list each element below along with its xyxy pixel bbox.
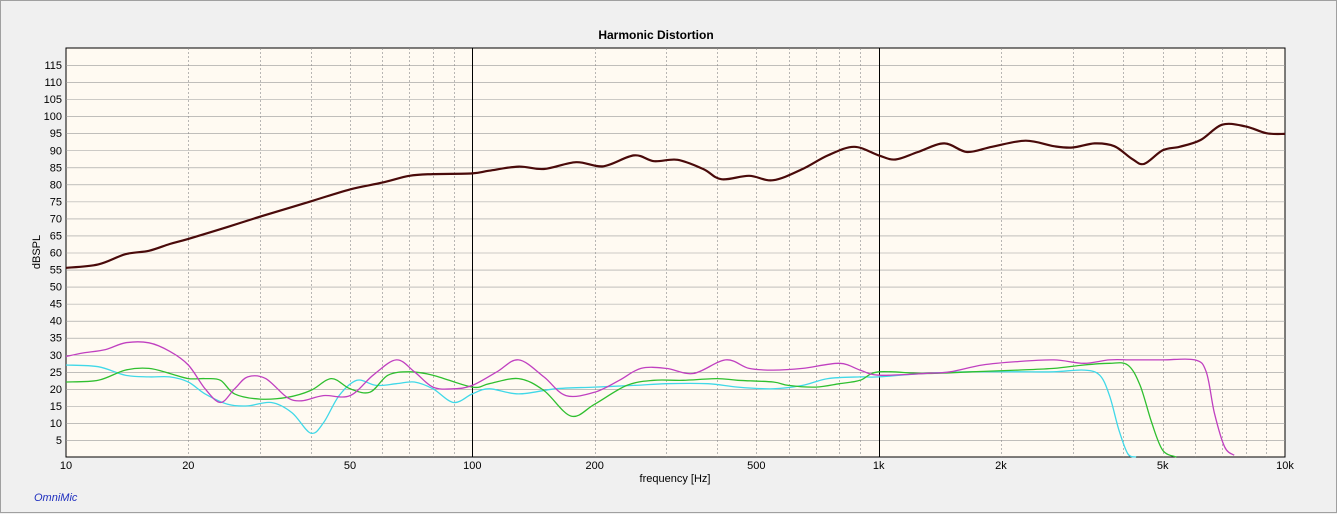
y-tick-labels: 5 10 15 20 25 30 35 40 45 50 55 60 65 70 75 80 85 90 95 100… [44,60,62,447]
omnimic-brand-label: OmniMic [34,492,78,504]
x-tick-label: 2k [995,460,1007,472]
y-tick-label: 90 [50,145,62,157]
series-line-magenta [65,341,1235,456]
plot-area [65,47,1286,458]
x-tick-label: 100 [463,460,481,472]
y-tick-label: 55 [50,265,62,277]
y-tick-label: 75 [50,196,62,208]
y-tick-label: 20 [50,384,62,396]
grid-lines [66,48,1285,457]
y-tick-label: 35 [50,333,62,345]
x-tick-label: 200 [585,460,603,472]
x-tick-label: 10 [60,460,72,472]
y-tick-label: 85 [50,162,62,174]
x-tick-label: 5k [1157,460,1169,472]
series-line-fundamental [65,122,1286,269]
y-tick-label: 115 [44,60,62,72]
y-tick-label: 45 [50,299,62,311]
y-tick-label: 80 [50,179,62,191]
series-layer [65,122,1286,458]
x-tick-label: 500 [747,460,765,472]
x-tick-label: 50 [344,460,356,472]
x-tick-label: 10k [1276,460,1294,472]
x-tick-labels: 10 20 50 100 200 500 1k 2k 5k 10k [60,460,1294,472]
y-tick-label: 70 [50,213,62,225]
y-tick-label: 110 [44,77,62,89]
x-tick-label: 20 [182,460,194,472]
y-tick-label: 10 [50,418,62,430]
y-tick-label: 100 [44,111,62,123]
x-tick-label: 1k [873,460,885,472]
series-line-green [65,362,1177,458]
y-axis-label: dBSPL [31,235,43,269]
y-tick-label: 95 [50,128,62,140]
y-tick-label: 40 [50,316,62,328]
y-tick-label: 50 [50,282,62,294]
chart-title: Harmonic Distortion [598,28,713,42]
x-axis-label: frequency [Hz] [640,473,711,485]
y-tick-label: 15 [50,401,62,413]
y-tick-label: 5 [56,435,62,447]
y-tick-label: 65 [50,230,62,242]
y-tick-label: 105 [44,94,62,106]
y-tick-label: 25 [50,367,62,379]
y-tick-label: 60 [50,248,62,260]
series-line-cyan [65,364,1137,458]
y-tick-label: 30 [50,350,62,362]
